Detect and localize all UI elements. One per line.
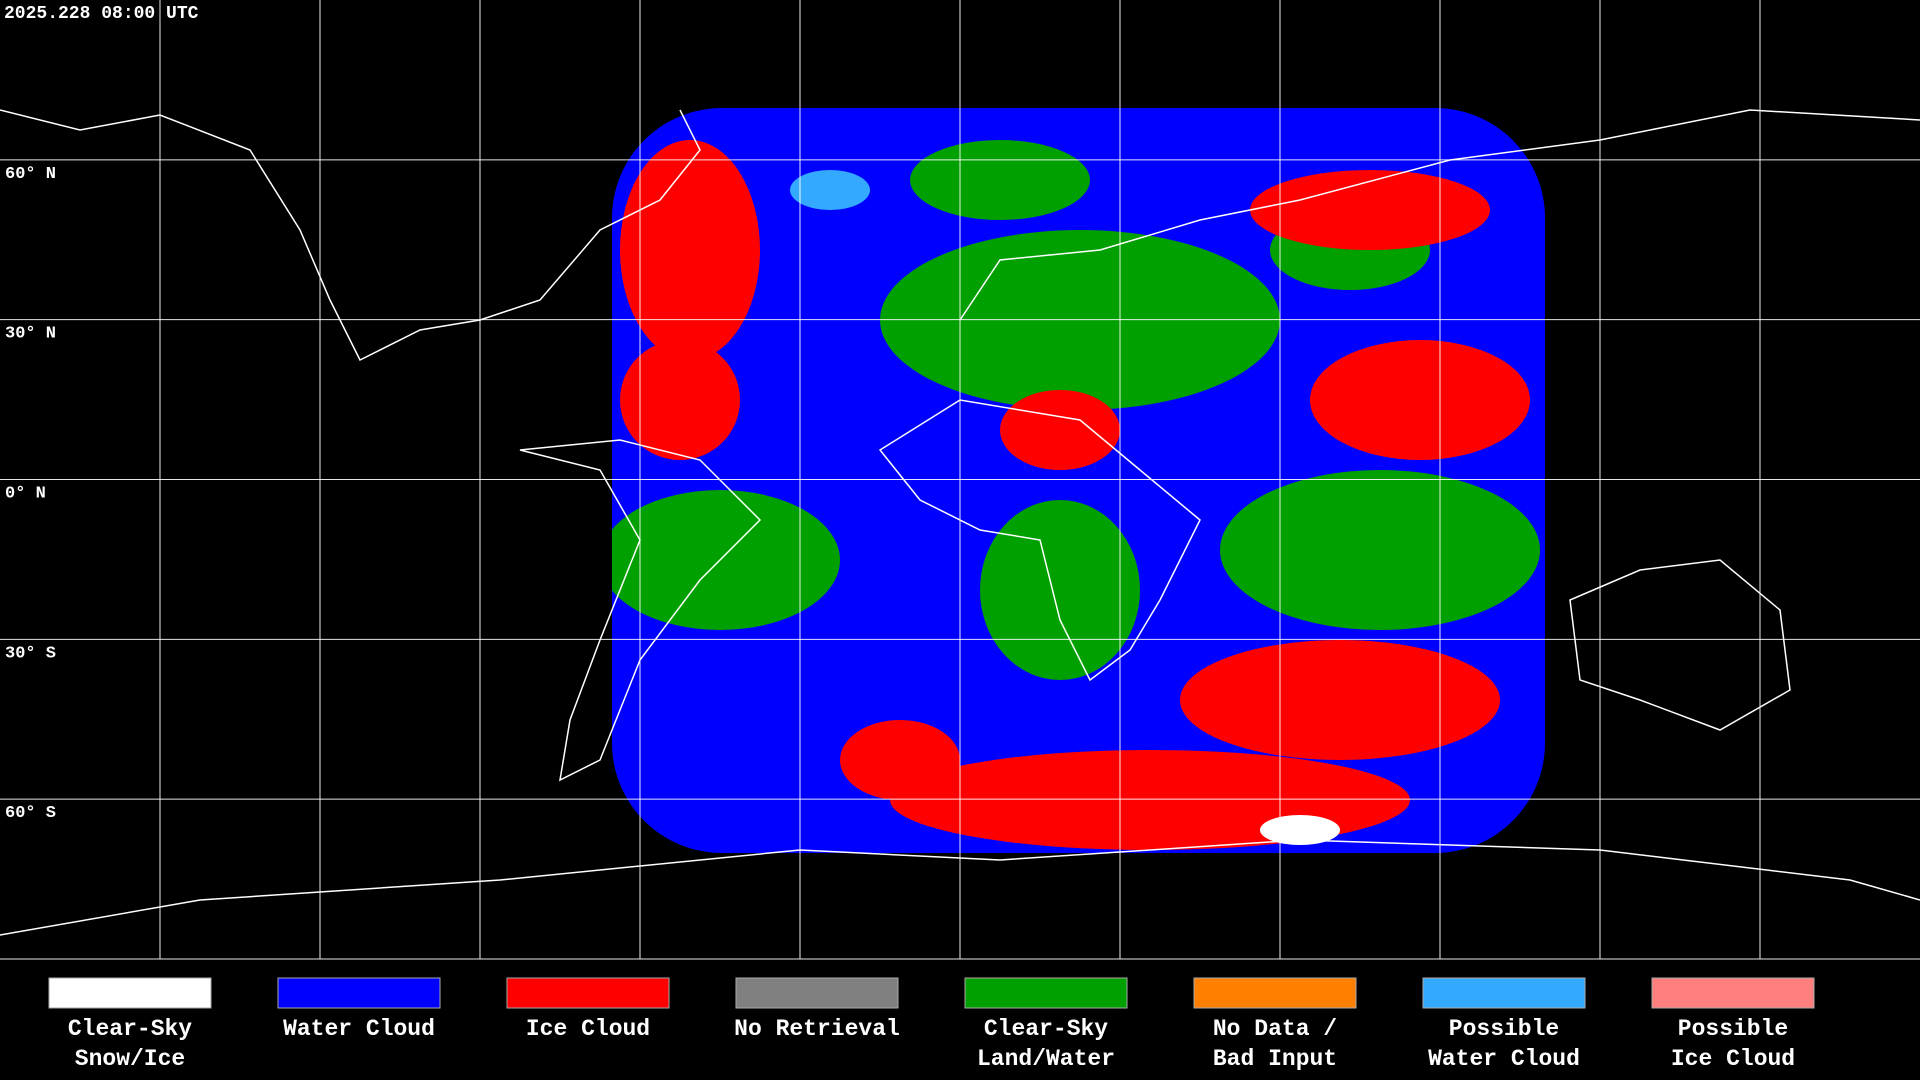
legend-swatch (1651, 977, 1815, 1009)
coastlines (0, 109, 1920, 936)
legend-label: No Retrieval (734, 1016, 900, 1042)
graticule: 60° N 30° N 0° N 30° S 60° S (0, 0, 1920, 959)
legend-swatch (1422, 977, 1586, 1009)
legend-label: Clear-Sky (984, 1016, 1108, 1042)
latitude-label: 0° N (5, 485, 46, 504)
legend-label: Possible (1678, 1016, 1788, 1042)
legend-swatch (277, 977, 441, 1009)
legend-label: Water Cloud (1428, 1046, 1580, 1072)
legend-label: No Data / (1213, 1016, 1337, 1042)
latitude-label: 30° N (5, 325, 56, 344)
latitude-label: 60° S (5, 804, 56, 823)
legend-label: Snow/Ice (75, 1046, 185, 1072)
legend-swatch (735, 977, 899, 1009)
latitude-label: 60° N (5, 165, 56, 184)
legend-label: Water Cloud (283, 1016, 435, 1042)
legend-swatch (1193, 977, 1357, 1009)
latitude-label: 30° S (5, 644, 56, 663)
legend-label: Ice Cloud (526, 1016, 650, 1042)
legend-swatch (506, 977, 670, 1009)
legend-label: Land/Water (977, 1046, 1115, 1072)
legend-label: Clear-Sky (68, 1016, 192, 1042)
legend-label: Possible (1449, 1016, 1559, 1042)
legend-swatch (964, 977, 1128, 1009)
legend-label: Bad Input (1213, 1046, 1337, 1072)
satellite-image (612, 108, 1545, 853)
legend: Clear-Sky Snow/Ice Water Cloud Ice Cloud No … (48, 977, 1815, 1072)
legend-swatch (48, 977, 212, 1009)
timestamp: 2025.228 08:00 UTC (4, 4, 199, 24)
legend-label: Ice Cloud (1671, 1046, 1795, 1072)
